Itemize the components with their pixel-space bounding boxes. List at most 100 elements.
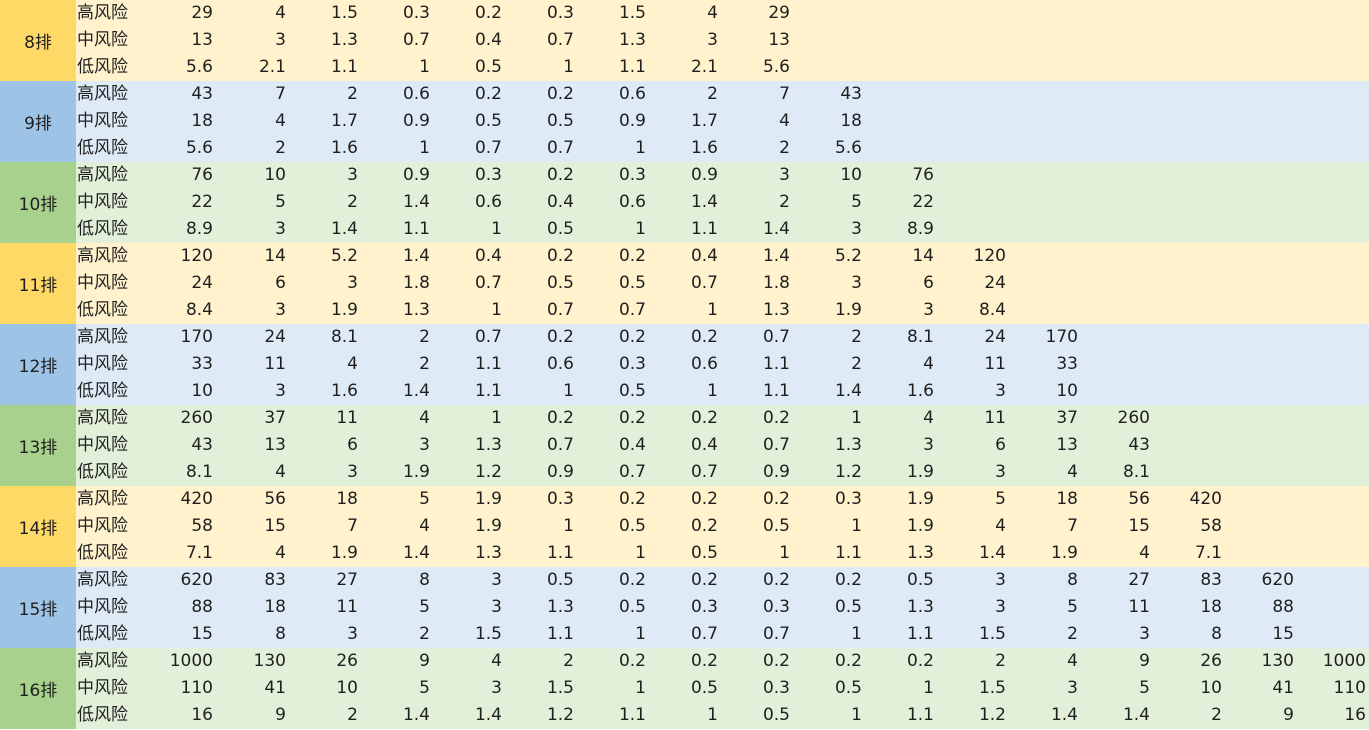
value-cell[interactable]: 1.3: [474, 435, 502, 455]
value-cell[interactable]: 24: [264, 327, 286, 347]
risk-category-cell[interactable]: 低风险: [77, 705, 128, 725]
value-cell[interactable]: 3: [347, 273, 358, 293]
value-cell[interactable]: 18: [1200, 597, 1222, 617]
risk-category-cell[interactable]: 中风险: [77, 678, 128, 698]
value-cell[interactable]: 7.1: [185, 543, 213, 563]
risk-category-cell[interactable]: 低风险: [77, 543, 128, 563]
value-cell[interactable]: 1.5: [978, 624, 1006, 644]
value-cell[interactable]: 7: [779, 84, 790, 104]
value-cell[interactable]: 0.5: [474, 57, 502, 77]
value-cell[interactable]: 0.7: [690, 273, 718, 293]
risk-category-cell[interactable]: 中风险: [77, 111, 128, 131]
value-cell[interactable]: 1: [563, 516, 574, 536]
value-cell[interactable]: 1.9: [906, 516, 934, 536]
value-cell[interactable]: 1.9: [906, 462, 934, 482]
risk-category-cell[interactable]: 中风险: [77, 354, 128, 374]
value-cell[interactable]: 10: [264, 165, 286, 185]
value-cell[interactable]: 83: [1200, 570, 1222, 590]
value-cell[interactable]: 1: [635, 624, 646, 644]
value-cell[interactable]: 8.4: [978, 300, 1006, 320]
value-cell[interactable]: 5.6: [185, 57, 213, 77]
value-cell[interactable]: 1.3: [834, 435, 862, 455]
value-cell[interactable]: 3: [923, 300, 934, 320]
value-cell[interactable]: 1.3: [762, 300, 790, 320]
value-cell[interactable]: 22: [191, 192, 213, 212]
value-cell[interactable]: 1: [563, 57, 574, 77]
value-cell[interactable]: 15: [1272, 624, 1294, 644]
value-cell[interactable]: 1.3: [906, 597, 934, 617]
value-cell[interactable]: 10: [336, 678, 358, 698]
value-cell[interactable]: 0.6: [618, 192, 646, 212]
value-cell[interactable]: 0.2: [546, 327, 574, 347]
value-cell[interactable]: 0.5: [546, 273, 574, 293]
value-cell[interactable]: 56: [1128, 489, 1150, 509]
group-label-cell[interactable]: 16排: [0, 648, 76, 729]
value-cell[interactable]: 1: [491, 219, 502, 239]
value-cell[interactable]: 0.3: [762, 597, 790, 617]
value-cell[interactable]: 5: [1139, 678, 1150, 698]
value-cell[interactable]: 88: [1272, 597, 1294, 617]
value-cell[interactable]: 0.7: [762, 435, 790, 455]
value-cell[interactable]: 37: [1056, 408, 1078, 428]
value-cell[interactable]: 0.7: [546, 30, 574, 50]
value-cell[interactable]: 8.9: [906, 219, 934, 239]
value-cell[interactable]: 2: [419, 354, 430, 374]
value-cell[interactable]: 18: [264, 597, 286, 617]
value-cell[interactable]: 1: [563, 381, 574, 401]
value-cell[interactable]: 1.3: [906, 543, 934, 563]
group-label-cell[interactable]: 11排: [0, 243, 76, 324]
value-cell[interactable]: 1.1: [546, 624, 574, 644]
value-cell[interactable]: 5.6: [834, 138, 862, 158]
value-cell[interactable]: 9: [1283, 705, 1294, 725]
value-cell[interactable]: 4: [779, 111, 790, 131]
value-cell[interactable]: 0.5: [546, 570, 574, 590]
value-cell[interactable]: 1.4: [402, 705, 430, 725]
value-cell[interactable]: 9: [275, 705, 286, 725]
value-cell[interactable]: 6: [923, 273, 934, 293]
value-cell[interactable]: 5: [851, 192, 862, 212]
value-cell[interactable]: 1: [851, 408, 862, 428]
value-cell[interactable]: 0.4: [618, 435, 646, 455]
value-cell[interactable]: 37: [264, 408, 286, 428]
value-cell[interactable]: 83: [264, 570, 286, 590]
value-cell[interactable]: 0.5: [762, 705, 790, 725]
value-cell[interactable]: 1.4: [402, 192, 430, 212]
risk-category-cell[interactable]: 高风险: [77, 570, 128, 590]
value-cell[interactable]: 5.6: [762, 57, 790, 77]
value-cell[interactable]: 4: [347, 354, 358, 374]
value-cell[interactable]: 1: [635, 219, 646, 239]
value-cell[interactable]: 7.1: [1194, 543, 1222, 563]
value-cell[interactable]: 0.3: [690, 597, 718, 617]
value-cell[interactable]: 0.2: [690, 570, 718, 590]
value-cell[interactable]: 2: [995, 651, 1006, 671]
value-cell[interactable]: 0.2: [690, 516, 718, 536]
value-cell[interactable]: 2: [1067, 624, 1078, 644]
value-cell[interactable]: 24: [984, 273, 1006, 293]
value-cell[interactable]: 6: [275, 273, 286, 293]
value-cell[interactable]: 4: [923, 354, 934, 374]
value-cell[interactable]: 3: [347, 462, 358, 482]
value-cell[interactable]: 0.7: [690, 462, 718, 482]
value-cell[interactable]: 0.2: [690, 327, 718, 347]
value-cell[interactable]: 5: [995, 489, 1006, 509]
value-cell[interactable]: 76: [912, 165, 934, 185]
value-cell[interactable]: 0.2: [762, 489, 790, 509]
value-cell[interactable]: 10: [1200, 678, 1222, 698]
value-cell[interactable]: 1.1: [762, 381, 790, 401]
value-cell[interactable]: 1.1: [906, 705, 934, 725]
value-cell[interactable]: 13: [1056, 435, 1078, 455]
value-cell[interactable]: 3: [995, 570, 1006, 590]
value-cell[interactable]: 11: [336, 597, 358, 617]
risk-category-cell[interactable]: 低风险: [77, 624, 128, 644]
value-cell[interactable]: 2: [347, 192, 358, 212]
value-cell[interactable]: 1.1: [762, 354, 790, 374]
value-cell[interactable]: 260: [1117, 408, 1150, 428]
value-cell[interactable]: 0.7: [546, 138, 574, 158]
value-cell[interactable]: 420: [180, 489, 213, 509]
value-cell[interactable]: 1.9: [330, 300, 358, 320]
value-cell[interactable]: 2: [851, 327, 862, 347]
value-cell[interactable]: 2: [779, 192, 790, 212]
value-cell[interactable]: 5.2: [330, 246, 358, 266]
value-cell[interactable]: 8.1: [906, 327, 934, 347]
value-cell[interactable]: 5: [419, 678, 430, 698]
